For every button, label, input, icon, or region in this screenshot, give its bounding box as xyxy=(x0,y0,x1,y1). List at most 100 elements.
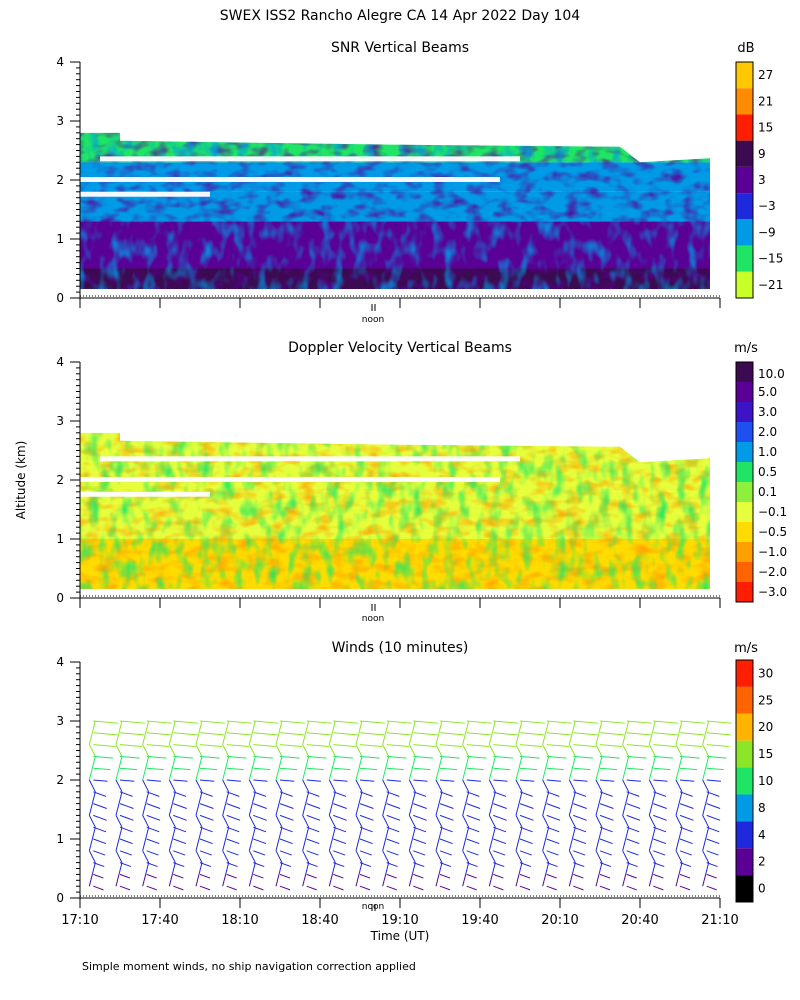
wind-barb xyxy=(626,873,637,879)
wind-staff xyxy=(542,779,550,793)
snr-noon-label: noon xyxy=(362,315,384,325)
wind-barb xyxy=(706,720,732,724)
wind-barb xyxy=(93,814,107,821)
x-axis-label: Time (UT) xyxy=(370,929,430,943)
wind-staff xyxy=(225,827,230,840)
wind-barb xyxy=(439,885,451,891)
wind-barb xyxy=(546,850,559,856)
wind-staff xyxy=(625,791,630,804)
wind-staff xyxy=(222,779,230,793)
wind-barb xyxy=(306,767,324,771)
wind-barb xyxy=(93,885,104,891)
wind-staff xyxy=(705,862,710,875)
winds-colorbar-swatch xyxy=(736,767,753,795)
wind-staff xyxy=(622,732,627,745)
wind-barb xyxy=(573,779,588,782)
wind-staff xyxy=(515,779,523,793)
wind-barb xyxy=(93,767,111,771)
wind-barb xyxy=(253,814,267,821)
wind-barb xyxy=(519,720,546,724)
wind-staff xyxy=(491,756,496,769)
wind-barb xyxy=(573,838,587,845)
wind-staff xyxy=(302,732,307,745)
wind-staff xyxy=(678,791,683,804)
wind-staff xyxy=(115,838,120,851)
wind-staff xyxy=(598,862,603,875)
wind-barb xyxy=(519,803,534,809)
wind-barb xyxy=(173,873,184,879)
wind-staff xyxy=(302,779,310,793)
wind-staff xyxy=(438,720,443,733)
wind-barb xyxy=(599,767,617,771)
wind-staff xyxy=(248,874,253,887)
winds-colorbar-tick-label: 20 xyxy=(758,720,773,734)
wind-barb xyxy=(493,767,511,771)
wind-barb xyxy=(493,803,507,809)
wind-barb xyxy=(679,720,706,724)
time-tick-label: 17:40 xyxy=(141,913,178,928)
wind-staff xyxy=(705,756,710,769)
wind-staff xyxy=(248,838,253,851)
wind-staff xyxy=(382,779,390,793)
doppler-colorbar-tick-label: 10.0 xyxy=(758,367,785,381)
wind-barb xyxy=(439,850,452,856)
wind-barb xyxy=(146,732,171,736)
wind-staff xyxy=(622,768,627,781)
wind-staff xyxy=(145,720,150,733)
snr-colorbar-tick-label: 21 xyxy=(758,94,773,108)
wind-staff xyxy=(222,850,230,863)
wind-barb xyxy=(546,744,570,748)
wind-barb xyxy=(146,814,161,821)
wind-barb xyxy=(306,803,321,809)
wind-staff xyxy=(411,862,416,875)
wind-staff xyxy=(678,756,683,769)
wind-barb xyxy=(493,850,506,856)
wind-staff xyxy=(675,850,683,863)
wind-barb xyxy=(599,838,613,845)
snr-colorbar-frame xyxy=(735,61,754,299)
doppler-colorbar: 10.0 5.0 3.0 2.0 1.0 0.5 0.1 −0.1 −0.5 −1.0 −2.0 −3… xyxy=(735,361,787,603)
wind-staff xyxy=(542,850,550,863)
wind-barb xyxy=(546,720,572,724)
doppler-colorbar-swatch xyxy=(736,462,753,482)
wind-barb xyxy=(279,850,292,856)
wind-barb xyxy=(439,744,463,748)
wind-staff xyxy=(275,779,283,793)
snr-title: SNR Vertical Beams xyxy=(331,40,469,56)
wind-staff xyxy=(251,827,256,840)
wind-staff xyxy=(145,827,150,840)
wind-staff xyxy=(411,756,416,769)
wind-staff xyxy=(328,815,336,828)
wind-staff xyxy=(678,720,683,733)
wind-staff xyxy=(145,862,150,875)
wind-barb xyxy=(306,838,320,845)
wind-barb xyxy=(199,885,211,891)
wind-staff xyxy=(598,756,603,769)
wind-barb xyxy=(119,744,143,748)
wind-staff xyxy=(115,874,120,887)
data-gap xyxy=(100,456,520,462)
wind-barb xyxy=(653,873,664,879)
wind-staff xyxy=(88,732,93,745)
doppler-colorbar-tick-label: 0.1 xyxy=(758,485,777,499)
wind-barb xyxy=(653,850,666,856)
wind-staff xyxy=(675,838,680,851)
snr-colorbar-tick-label: 3 xyxy=(758,173,766,187)
wind-staff xyxy=(545,720,550,733)
wind-barb xyxy=(519,885,531,891)
wind-barb xyxy=(173,779,188,782)
wind-barb xyxy=(413,838,427,845)
wind-barb xyxy=(359,732,385,736)
wind-staff xyxy=(568,850,576,863)
wind-staff xyxy=(88,815,96,828)
wind-staff xyxy=(278,756,283,769)
wind-barb xyxy=(626,720,652,724)
wind-staff xyxy=(702,874,707,887)
wind-staff xyxy=(625,720,630,733)
doppler-colorbar-tick-label: 5.0 xyxy=(758,385,777,399)
wind-staff xyxy=(595,732,600,745)
wind-staff xyxy=(358,862,363,875)
wind-barb xyxy=(573,732,598,736)
wind-barb xyxy=(439,779,455,782)
wind-barb xyxy=(306,755,327,759)
